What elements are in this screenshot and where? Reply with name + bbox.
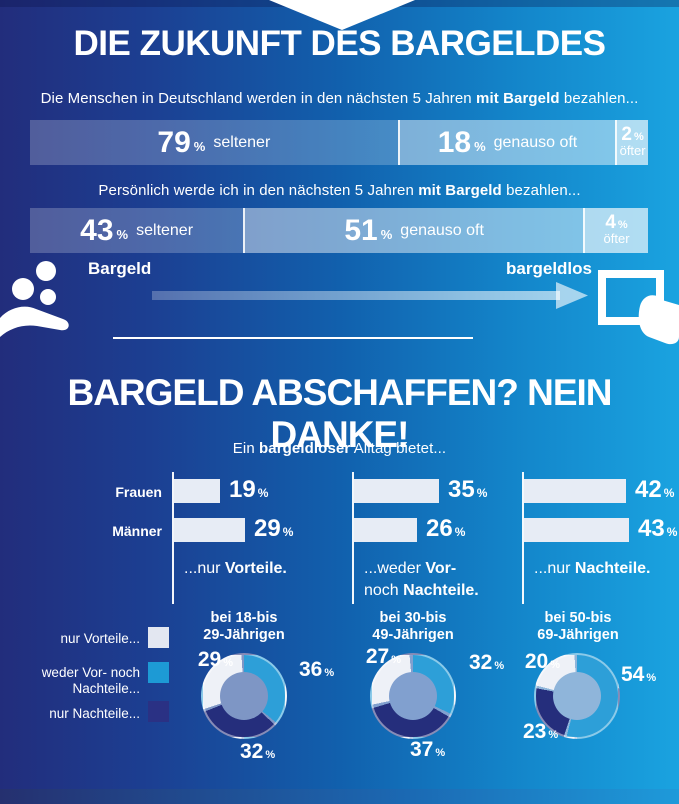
donut-title-50-69: bei 50-bis 69-Jährigen: [537, 610, 619, 643]
donut2-label-vorteile: 27%: [365, 645, 401, 668]
bar-row: 42%: [524, 477, 674, 503]
bar-row: 26%: [354, 516, 465, 542]
bar-segment-seltener: 79% seltener: [30, 120, 398, 165]
group-caption: ...nur Nachteile.: [534, 560, 651, 577]
bar-frauen: [524, 479, 626, 503]
donut3-label-nachteile: 23%: [523, 720, 559, 743]
donut-chart-30-49: [370, 653, 456, 739]
donut-chart-50-69: [534, 653, 620, 739]
legend-label-vorteile: nur Vorteile...: [60, 631, 140, 646]
bar-row: 29%: [174, 516, 293, 542]
row-label-maenner: Männer: [112, 523, 162, 539]
group-caption: ...weder Vor-noch Nachteile.: [364, 560, 479, 599]
bar-frauen: [354, 479, 439, 503]
stacked-bar-deutschland: 79% seltener 18% genauso oft 2% öfter: [30, 120, 648, 165]
donut3-label-weder: 54%: [621, 663, 657, 686]
row-label-frauen: Frauen: [115, 484, 162, 500]
donut2-label-weder: 32%: [469, 651, 505, 674]
bar-row: 43%: [524, 516, 677, 542]
bar-segment-oefter: 2% öfter: [615, 120, 648, 165]
card-hand-icon: [598, 270, 679, 345]
section2-subtitle: Ein bargeldloser Alltag bietet...: [232, 440, 447, 457]
bar-segment-genauso-oft: 51% genauso oft: [243, 208, 584, 253]
donut-hole: [553, 672, 601, 720]
bar-maenner: [354, 518, 417, 542]
donut-hole: [220, 672, 268, 720]
page-title: DIE ZUKUNFT DES BARGELDES: [73, 24, 606, 63]
donut1-label-vorteile: 29%: [197, 648, 233, 671]
gender-bar-group-vorteile: 19% 29% ...nur Vorteile.: [172, 472, 348, 604]
section2-title: BARGELD ABSCHAFFEN? NEIN DANKE!: [67, 372, 612, 455]
scale-label-bargeld: Bargeld: [88, 259, 152, 278]
legend-swatch-vorteile: [148, 627, 169, 648]
donut-title-18-29: bei 18-bis 29-Jährigen: [203, 610, 285, 643]
hand-coins-icon: [0, 261, 69, 337]
bar-row: 35%: [354, 477, 487, 503]
gender-bar-group-nachteile: 42% 43% ...nur Nachteile.: [522, 472, 679, 604]
bar-segment-genauso-oft: 18% genauso oft: [397, 120, 616, 165]
bar-maenner: [524, 518, 629, 542]
legend-label-nachteile: nur Nachteile...: [49, 706, 140, 721]
right-arrow-body: [152, 291, 560, 300]
bar-row: 19%: [174, 477, 268, 503]
donut2-label-nachteile: 37%: [410, 738, 446, 761]
legend-label-weder: weder Vor- noch Nachteile...: [41, 665, 140, 696]
bar-segment-seltener: 43% seltener: [30, 208, 244, 253]
legend-swatch-nachteile: [148, 701, 169, 722]
group-caption: ...nur Vorteile.: [184, 560, 287, 577]
gender-bar-group-weder: 35% 26% ...weder Vor-noch Nachteile.: [352, 472, 528, 604]
question-persoenlich: Persönlich werde ich in den nächsten 5 J…: [98, 182, 581, 199]
bar-segment-oefter: 4% öfter: [583, 208, 648, 253]
donut-title-30-49: bei 30-bis 49-Jährigen: [372, 610, 454, 643]
stacked-bar-persoenlich: 43% seltener 51% genauso oft 4% öfter: [30, 208, 648, 253]
donut3-label-vorteile: 20%: [524, 650, 560, 673]
bar-frauen: [174, 479, 220, 503]
right-arrow-head-icon: [556, 282, 588, 309]
bar-maenner: [174, 518, 245, 542]
question-deutschland: Die Menschen in Deutschland werden in de…: [40, 90, 639, 107]
scale-label-bargeldlos: bargeldlos: [506, 259, 592, 278]
donut1-label-weder: 36%: [299, 658, 335, 681]
legend-swatch-weder: [148, 662, 169, 683]
donut-chart-18-29: [201, 653, 287, 739]
footer-band: [0, 789, 679, 804]
section-divider-line: [113, 337, 473, 339]
donut-hole: [389, 672, 437, 720]
donut1-label-nachteile: 32%: [240, 740, 276, 763]
